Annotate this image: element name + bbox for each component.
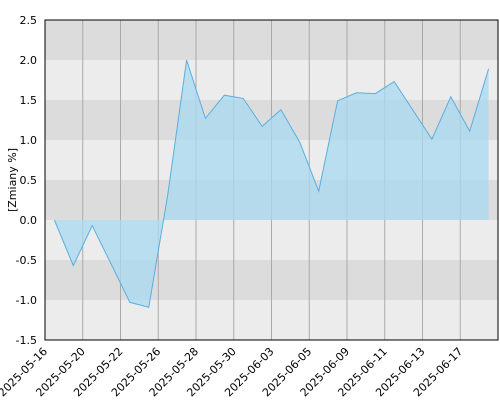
y-tick-label: 0.5 — [20, 174, 38, 187]
y-tick-label: 2.0 — [20, 54, 38, 67]
y-tick-label: 1.5 — [20, 94, 38, 107]
plot-border — [44, 19, 499, 341]
area-line — [53, 59, 490, 308]
y-tick-label: -1.0 — [16, 294, 37, 307]
y-tick-label: -1.5 — [16, 334, 37, 347]
y-axis-label: [Zmiany %] — [6, 148, 19, 212]
y-tick-label: 2.5 — [20, 14, 38, 27]
y-tick-label: -0.5 — [16, 254, 37, 267]
y-tick-label: 0.0 — [20, 214, 38, 227]
y-tick-label: 1.0 — [20, 134, 38, 147]
area-fill — [54, 60, 489, 308]
